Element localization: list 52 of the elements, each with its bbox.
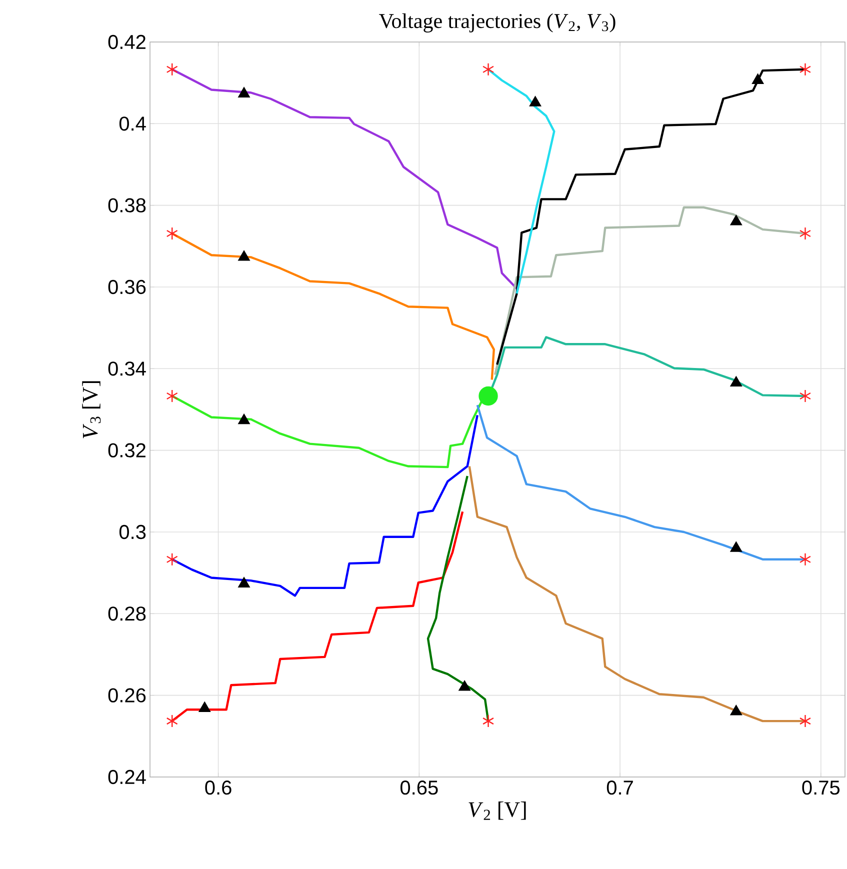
point [478, 386, 498, 406]
line-series [426, 474, 490, 722]
line-series [496, 68, 806, 366]
point [166, 714, 178, 728]
x-tick-label: 0.6 [205, 780, 232, 795]
point [799, 552, 812, 566]
line-series [476, 404, 806, 560]
line-series [170, 510, 464, 722]
line-series [494, 206, 806, 376]
y-tick-label: 0.24 [108, 770, 146, 784]
y-tick-label: 0.3 [119, 524, 146, 540]
point [799, 714, 812, 728]
y-axis-title: V$_{3}$ [V] [82, 381, 101, 438]
y-tick-label: 0.42 [108, 34, 146, 50]
x-tick-label: 0.7 [606, 780, 633, 795]
point [238, 577, 250, 588]
point [238, 87, 250, 98]
point [752, 74, 764, 84]
point [730, 215, 742, 226]
point [166, 552, 178, 566]
x-axis-title: V$_{2}$ [V] [468, 802, 526, 820]
point [458, 680, 470, 691]
line-series [170, 68, 518, 290]
point [482, 62, 494, 76]
y-tick-label: 0.36 [108, 280, 146, 294]
point [482, 714, 494, 728]
y-tick-label: 0.34 [108, 362, 146, 376]
point [799, 226, 812, 240]
y-tick-label: 0.38 [108, 198, 146, 212]
x-tick-label: 0.75 [802, 780, 840, 795]
y-tick-label: 0.28 [108, 606, 146, 621]
point [529, 96, 542, 106]
chart-title: Voltage trajectories (V$_{2}$, V$_{3}$) [379, 13, 616, 32]
point [166, 226, 178, 240]
point [238, 250, 250, 261]
point [730, 542, 742, 552]
line-series [170, 414, 479, 597]
point [799, 389, 812, 403]
point [166, 62, 178, 76]
line-series [468, 465, 806, 722]
point [730, 705, 742, 716]
point [238, 414, 250, 424]
point [730, 376, 742, 387]
x-tick-label: 0.65 [400, 780, 438, 795]
point [799, 62, 812, 76]
point [198, 702, 210, 712]
y-tick-label: 0.4 [119, 116, 146, 131]
y-tick-label: 0.32 [108, 443, 146, 458]
y-tick-label: 0.26 [108, 688, 146, 702]
point [166, 389, 178, 403]
line-series [170, 232, 495, 381]
line-series [487, 68, 556, 295]
